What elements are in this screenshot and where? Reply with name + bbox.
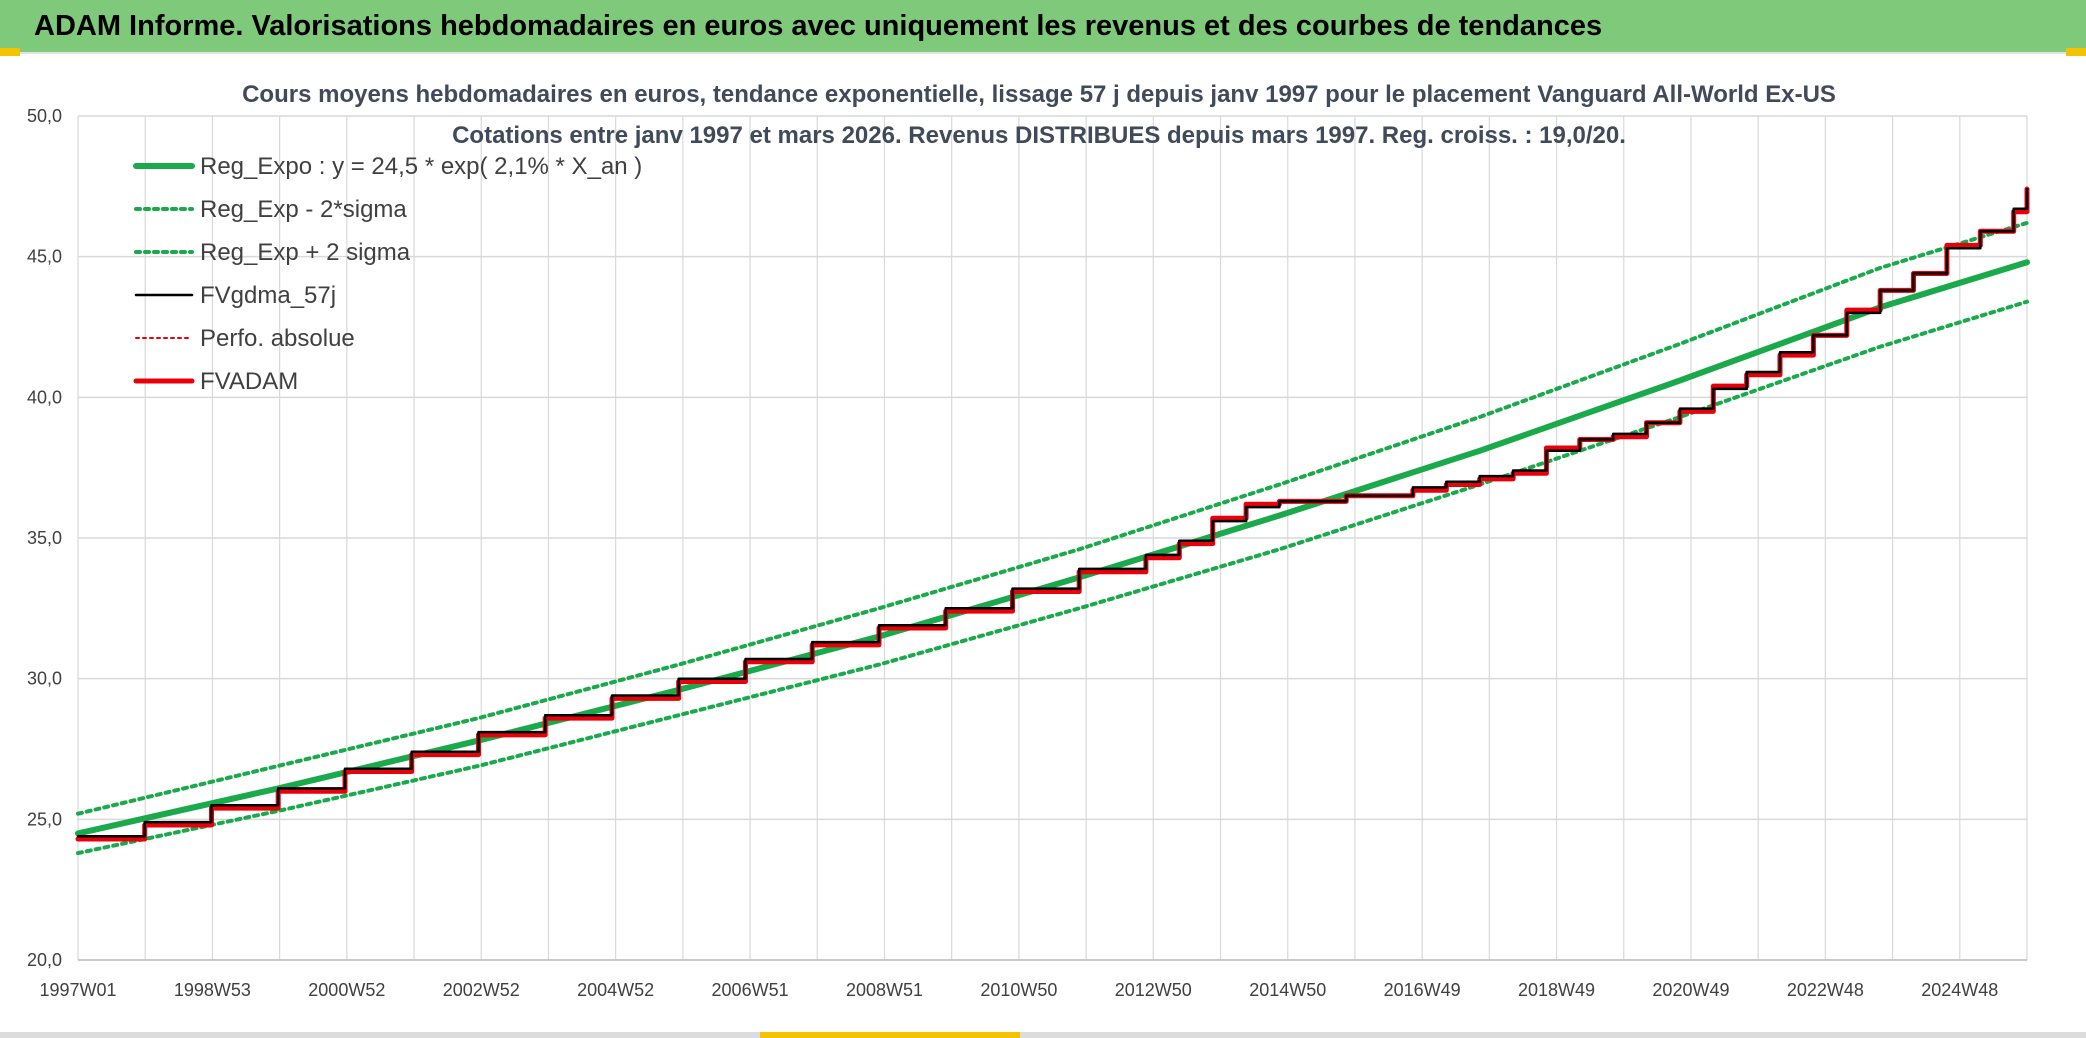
chart-subtitle: Cotations entre janv 1997 et mars 2026. … xyxy=(452,122,1626,149)
x-tick-label: 2012W50 xyxy=(1115,980,1192,1000)
legend-label: Reg_Expo : y = 24,5 * exp( 2,1% * X_an ) xyxy=(200,153,642,180)
x-tick-label: 2022W48 xyxy=(1787,980,1864,1000)
y-tick-label: 20,0 xyxy=(27,950,62,970)
x-tick-label: 2018W49 xyxy=(1518,980,1595,1000)
legend-label: Reg_Exp + 2 sigma xyxy=(200,239,411,266)
header-corner-left xyxy=(0,48,20,56)
x-tick-label: 1998W53 xyxy=(174,980,251,1000)
bottom-strip xyxy=(0,1032,2086,1038)
x-tick-label: 2014W50 xyxy=(1249,980,1326,1000)
y-tick-label: 30,0 xyxy=(27,669,62,689)
fvgdma-57j-line xyxy=(76,187,2029,838)
x-tick-label: 2000W52 xyxy=(308,980,385,1000)
x-tick-label: 2004W52 xyxy=(577,980,654,1000)
legend-label: Perfo. absolue xyxy=(200,325,355,352)
reg-exp-minus-2sigma-line xyxy=(76,299,2029,856)
x-tick-label: 2010W50 xyxy=(980,980,1057,1000)
x-tick-label: 2016W49 xyxy=(1384,980,1461,1000)
header-corner-right xyxy=(2066,48,2086,56)
bottom-strip-accent xyxy=(760,1032,1020,1038)
title-layer: Cours moyens hebdomadaires en euros, ten… xyxy=(242,81,1836,149)
page-title: ADAM Informe. Valorisations hebdomadaire… xyxy=(34,10,1603,42)
legend: Reg_Expo : y = 24,5 * exp( 2,1% * X_an )… xyxy=(133,153,642,395)
series-layer xyxy=(75,186,2030,856)
y-tick-label: 40,0 xyxy=(27,387,62,407)
grid-layer xyxy=(77,115,2028,961)
fvadam-line xyxy=(75,186,2030,842)
y-tick-label: 25,0 xyxy=(27,809,62,829)
y-tick-label: 35,0 xyxy=(27,528,62,548)
x-tick-label: 2006W51 xyxy=(712,980,789,1000)
y-tick-label: 50,0 xyxy=(27,106,62,126)
header-bar: ADAM Informe. Valorisations hebdomadaire… xyxy=(0,0,2086,54)
x-tick-label: 2024W48 xyxy=(1921,980,1998,1000)
reg-exp-plus-2sigma-line xyxy=(76,220,2029,816)
legend-label: Reg_Exp - 2*sigma xyxy=(200,196,407,223)
x-tick-label: 2008W51 xyxy=(846,980,923,1000)
x-tick-label: 2002W52 xyxy=(443,980,520,1000)
chart-title: Cours moyens hebdomadaires en euros, ten… xyxy=(242,81,1836,108)
legend-label: FVADAM xyxy=(200,368,298,395)
legend-label: FVgdma_57j xyxy=(200,282,336,309)
y-tick-label: 45,0 xyxy=(27,247,62,267)
axis-layer: 20,0 25,0 30,0 35,0 40,0 45,0 50,0 1997W01 1998W… xyxy=(27,106,2027,1000)
reg-expo-line xyxy=(75,259,2030,837)
chart-plot: 20,0 25,0 30,0 35,0 40,0 45,0 50,0 1997W01 1998W… xyxy=(27,81,2030,1000)
x-tick-label: 2020W49 xyxy=(1652,980,1729,1000)
x-tick-label: 1997W01 xyxy=(39,980,116,1000)
